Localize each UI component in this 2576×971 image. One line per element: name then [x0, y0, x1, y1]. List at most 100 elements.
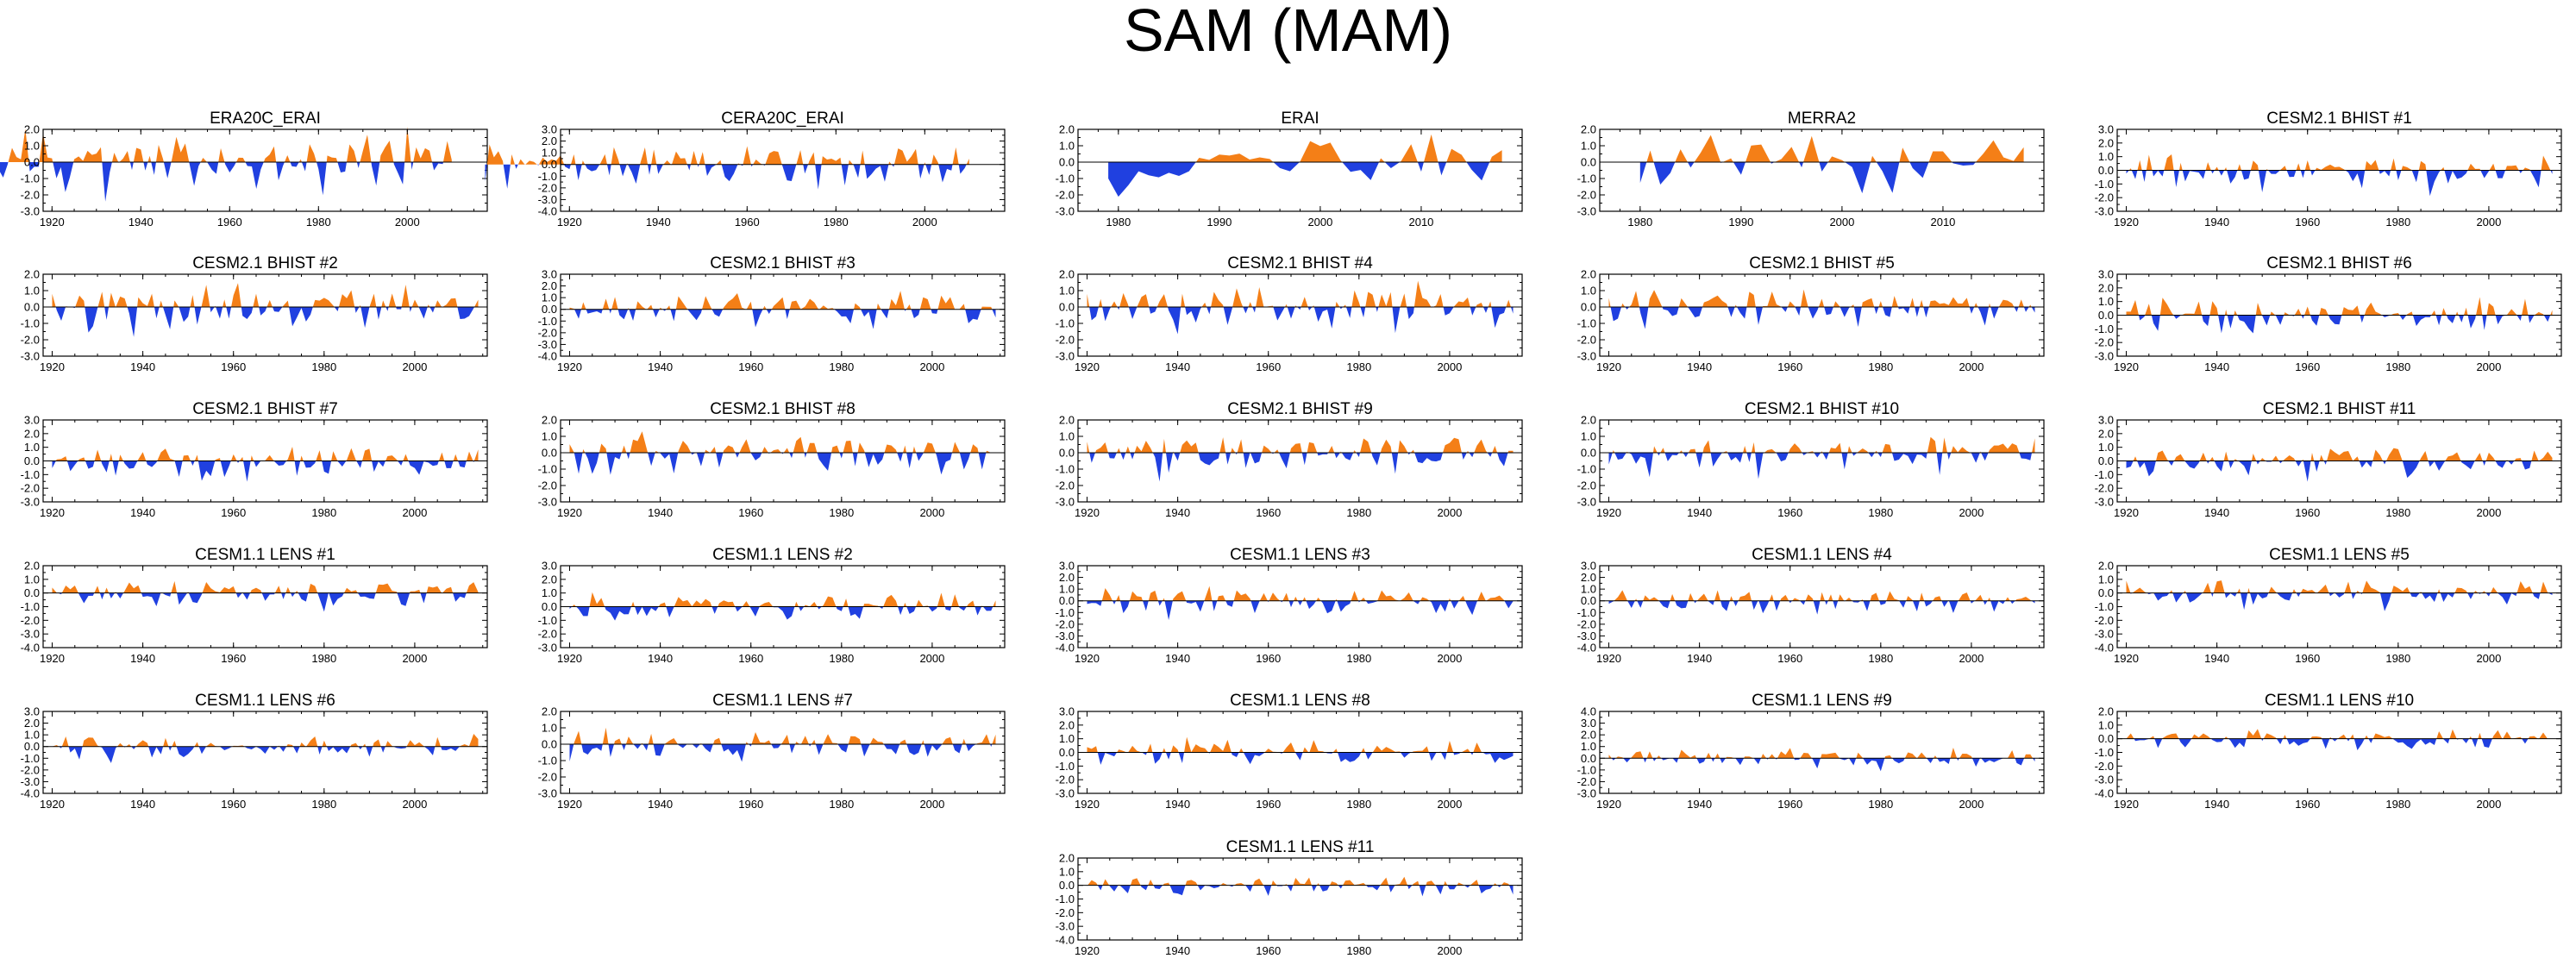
y-tick-label: -2.0	[21, 614, 40, 627]
y-tick-label: 1.0	[2098, 718, 2114, 731]
x-tick-label: 1980	[1627, 216, 1652, 229]
x-tick-label: 1960	[1777, 652, 1802, 665]
y-tick-label: 0.0	[542, 447, 557, 460]
y-tick-label: -2.0	[1577, 189, 1596, 202]
y-tick-label: 1.0	[1581, 140, 1596, 153]
y-tick-label: -2.0	[1577, 334, 1596, 347]
panel-title: CESM1.1 LENS #5	[2269, 546, 2410, 564]
positive-area	[569, 431, 996, 453]
y-tick-label: -3.0	[1056, 787, 1075, 800]
x-tick-label: 1920	[557, 506, 582, 519]
y-tick-label: -2.0	[2095, 336, 2114, 349]
y-tick-label: 1.0	[542, 147, 557, 160]
x-tick-label: 1980	[1346, 944, 1371, 957]
y-tick-label: 1.0	[24, 441, 40, 454]
positive-area	[1608, 289, 2035, 307]
y-tick-label: 0.0	[542, 600, 557, 613]
x-tick-label: 1940	[2204, 216, 2229, 229]
negative-area	[2126, 592, 2553, 611]
y-tick-label: -2.0	[1056, 334, 1075, 347]
negative-area	[1608, 600, 2035, 615]
positive-area	[1608, 747, 2035, 759]
negative-area	[569, 309, 996, 329]
y-tick-label: 0.0	[2098, 309, 2114, 322]
plot-frame	[1077, 419, 1523, 503]
x-tick-label: 1980	[311, 360, 336, 373]
y-tick-label: 2.0	[1581, 729, 1596, 742]
y-tick-label: -1.0	[538, 755, 557, 767]
x-tick-label: 2000	[402, 506, 427, 519]
x-tick-label: 1990	[1207, 216, 1232, 229]
y-tick-label: -3.0	[2095, 774, 2114, 786]
positive-area	[2126, 297, 2553, 316]
y-tick-label: -2.0	[1577, 775, 1596, 788]
x-tick-label: 2000	[402, 798, 427, 811]
x-tick-label: 1940	[2204, 506, 2229, 519]
y-tick-label: 3.0	[1059, 705, 1075, 718]
y-tick-label: -2.0	[21, 763, 40, 776]
negative-area	[1608, 307, 2035, 329]
y-tick-label: -3.0	[1056, 205, 1075, 218]
y-tick-label: 0.0	[24, 301, 40, 314]
x-tick-label: 1960	[221, 652, 246, 665]
negative-area	[2126, 738, 2553, 750]
plot-frame	[1599, 273, 2045, 357]
x-tick-label: 1980	[1868, 652, 1893, 665]
x-tick-label: 1960	[738, 360, 763, 373]
y-tick-label: -1.0	[1577, 172, 1596, 185]
x-tick-label: 1980	[2385, 360, 2410, 373]
y-tick-label: 2.0	[542, 279, 557, 292]
x-tick-label: 1960	[735, 216, 760, 229]
x-tick-label: 1980	[1868, 798, 1893, 811]
y-tick-label: -4.0	[1577, 642, 1596, 655]
y-tick-label: -1.0	[21, 752, 40, 765]
negative-area	[569, 744, 996, 762]
positive-area	[2126, 448, 2553, 461]
x-tick-label: 1940	[648, 798, 673, 811]
x-tick-label: 2000	[1437, 944, 1462, 957]
y-tick-label: -1.0	[1056, 172, 1075, 185]
x-tick-label: 1940	[130, 506, 155, 519]
x-tick-label: 1980	[829, 360, 854, 373]
x-tick-label: 1960	[2295, 216, 2320, 229]
x-tick-label: 1920	[1075, 652, 1100, 665]
y-tick-label: -3.0	[21, 496, 40, 509]
y-tick-label: 1.0	[542, 586, 557, 599]
panel-title: CESM1.1 LENS #7	[712, 692, 853, 710]
x-tick-label: 1960	[1777, 506, 1802, 519]
y-tick-label: 0.0	[1059, 746, 1075, 759]
x-tick-label: 1960	[221, 798, 246, 811]
y-tick-label: -3.0	[1056, 630, 1075, 642]
x-tick-label: 1960	[1256, 506, 1281, 519]
y-tick-label: -2.0	[2095, 482, 2114, 495]
x-tick-label: 2000	[912, 216, 937, 229]
y-tick-label: -2.0	[538, 771, 557, 784]
y-tick-label: -1.0	[1577, 763, 1596, 776]
y-tick-label: 0.0	[24, 454, 40, 467]
x-tick-label: 1940	[2204, 798, 2229, 811]
x-tick-label: 1940	[2204, 360, 2229, 373]
y-tick-label: 3.0	[24, 414, 40, 427]
x-tick-label: 2000	[1829, 216, 1854, 229]
negative-area	[1639, 162, 2024, 194]
y-tick-label: 2.0	[2098, 705, 2114, 718]
y-tick-label: -1.0	[538, 463, 557, 476]
y-tick-label: 2.0	[2098, 136, 2114, 149]
negative-area	[2126, 170, 2553, 197]
positive-area	[52, 734, 479, 747]
y-tick-label: 3.0	[2098, 123, 2114, 136]
plot-frame	[1077, 565, 1523, 648]
positive-area	[485, 144, 969, 165]
x-tick-label: 1980	[1868, 506, 1893, 519]
y-tick-label: 0.0	[2098, 586, 2114, 599]
x-tick-label: 1920	[1075, 506, 1100, 519]
x-tick-label: 1960	[2295, 652, 2320, 665]
y-tick-label: -3.0	[538, 642, 557, 655]
y-tick-label: 2.0	[2098, 560, 2114, 573]
y-tick-label: 3.0	[542, 268, 557, 281]
y-tick-label: 1.0	[1059, 285, 1075, 298]
x-tick-label: 1980	[1346, 652, 1371, 665]
